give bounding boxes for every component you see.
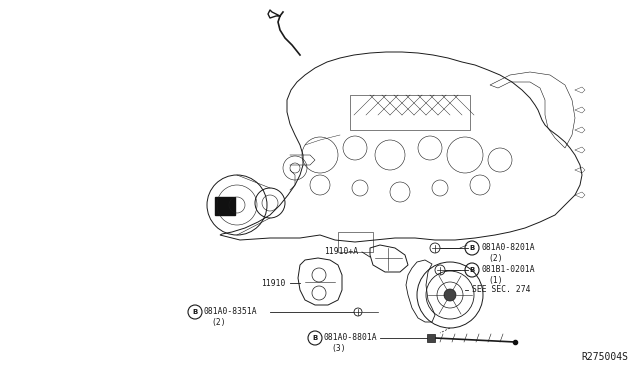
Text: B: B	[469, 267, 475, 273]
Text: (1): (1)	[488, 276, 502, 285]
Bar	[338, 232, 373, 252]
Text: 11910: 11910	[260, 279, 285, 288]
Text: B: B	[312, 335, 317, 341]
Text: B: B	[469, 245, 475, 251]
Text: SEE SEC. 274: SEE SEC. 274	[472, 285, 531, 295]
Text: R275004S: R275004S	[581, 352, 628, 362]
Text: 081A0-8351A: 081A0-8351A	[204, 308, 258, 317]
Text: (2): (2)	[488, 253, 502, 263]
Bar	[215, 197, 235, 215]
Bar	[427, 334, 435, 342]
Text: B: B	[193, 309, 198, 315]
Text: 11910+A: 11910+A	[324, 247, 358, 257]
Bar	[350, 95, 470, 130]
Text: 081B1-0201A: 081B1-0201A	[481, 266, 534, 275]
Text: (3): (3)	[331, 343, 346, 353]
Circle shape	[444, 289, 456, 301]
Text: 081A0-8801A: 081A0-8801A	[324, 334, 378, 343]
Text: (2): (2)	[211, 317, 226, 327]
Text: 081A0-8201A: 081A0-8201A	[481, 244, 534, 253]
